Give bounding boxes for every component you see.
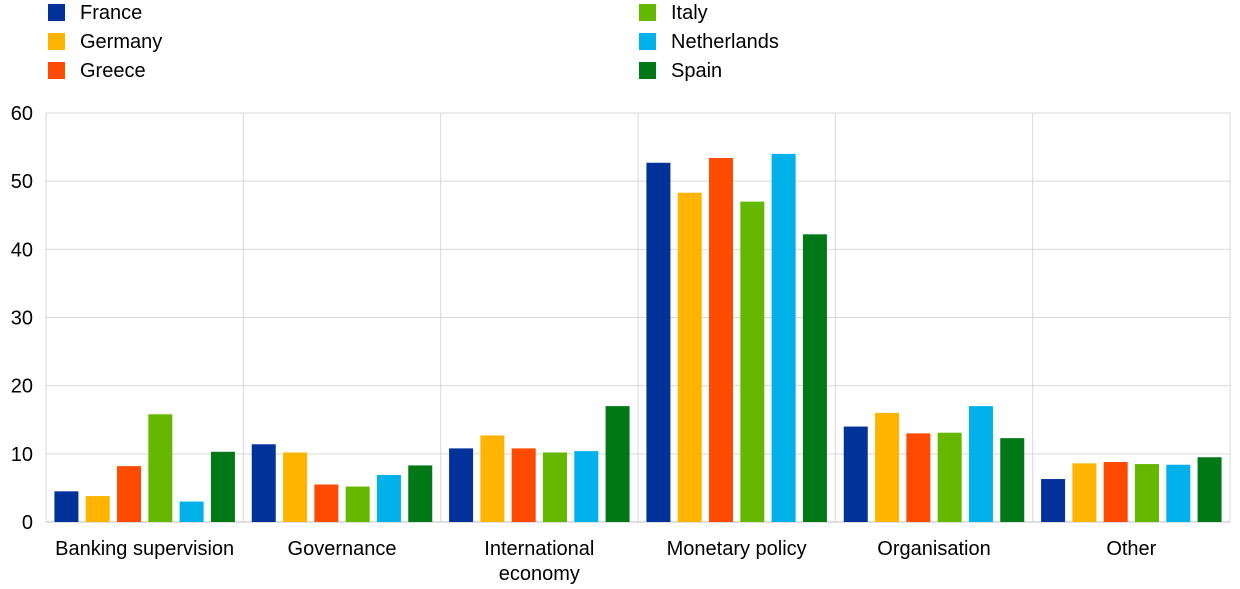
legend-swatch: [639, 62, 656, 79]
bar-group-banking-supervision: [54, 414, 235, 522]
legend-item-france: France: [48, 2, 142, 24]
legend-item-netherlands: Netherlands: [639, 31, 779, 53]
x-axis: Banking supervision Governance Internation…: [55, 538, 1157, 585]
legend: France Germany Greece Italy Netherlands Spain: [48, 2, 779, 82]
y-axis: 0 10 20 30 40 50 60: [11, 103, 33, 534]
y-tick-label: 0: [22, 512, 33, 534]
bar-greece-governance: [314, 484, 339, 522]
y-tick-label: 30: [11, 308, 33, 330]
bar-spain-monetary-policy: [802, 234, 827, 522]
bar-germany-organisation: [875, 412, 900, 522]
x-tick-label: Other: [1106, 538, 1156, 560]
bar-netherlands-international-economy: [574, 451, 599, 522]
bar-france-international-economy: [449, 448, 474, 522]
x-tick-label-governance: Governance: [288, 538, 397, 560]
legend-swatch: [639, 33, 656, 50]
x-tick-label-monetary-policy: Monetary policy: [667, 538, 807, 560]
bar-greece-banking-supervision: [117, 466, 142, 522]
bar-france-banking-supervision: [54, 491, 79, 522]
bar-spain-banking-supervision: [210, 451, 235, 522]
bar-germany-international-economy: [480, 435, 505, 522]
legend-label: Germany: [80, 31, 162, 53]
legend-item-spain: Spain: [639, 60, 722, 82]
bar-germany-banking-supervision: [85, 496, 110, 522]
bar-group-monetary-policy: [646, 153, 827, 523]
bar-germany-other: [1072, 463, 1097, 522]
bar-group-organisation: [843, 406, 1025, 522]
legend-label: Spain: [671, 60, 722, 82]
bar-germany-monetary-policy: [677, 192, 702, 522]
bar-greece-monetary-policy: [709, 157, 734, 523]
bar-italy-international-economy: [542, 452, 567, 522]
bar-netherlands-banking-supervision: [179, 501, 204, 522]
y-tick-label: 50: [11, 171, 33, 193]
bar-italy-organisation: [937, 432, 962, 522]
bar-italy-other: [1134, 464, 1159, 522]
bar-netherlands-organisation: [968, 406, 993, 522]
legend-item-germany: Germany: [48, 31, 162, 53]
bar-greece-organisation: [906, 433, 931, 522]
bar-italy-banking-supervision: [148, 414, 173, 522]
legend-swatch: [639, 4, 656, 21]
bar-spain-international-economy: [605, 406, 630, 522]
legend-item-italy: Italy: [639, 2, 708, 24]
bar-netherlands-other: [1166, 464, 1191, 522]
legend-swatch: [48, 4, 65, 21]
bar-group-governance: [251, 444, 433, 522]
bar-france-governance: [251, 444, 276, 522]
x-tick-label-banking-supervision: Banking supervision: [55, 538, 234, 560]
x-tick-label: Banking supervision: [55, 538, 234, 560]
bars: [54, 153, 1222, 523]
bar-italy-monetary-policy: [740, 201, 765, 522]
bar-spain-other: [1197, 457, 1222, 522]
x-tick-label-organisation: Organisation: [877, 538, 990, 560]
bar-greece-international-economy: [511, 448, 536, 522]
bar-group-other: [1041, 457, 1222, 522]
y-tick-label: 40: [11, 239, 33, 261]
x-tick-label: Governance: [288, 538, 397, 560]
x-tick-label-international-economy: International economy: [484, 538, 594, 585]
bar-france-organisation: [843, 426, 868, 522]
legend-swatch: [48, 62, 65, 79]
x-tick-label-other: Other: [1106, 538, 1156, 560]
legend-label: Italy: [671, 2, 708, 24]
x-tick-label: Organisation: [877, 538, 990, 560]
y-tick-label: 20: [11, 376, 33, 398]
gridlines: [45, 112, 1231, 523]
bar-italy-governance: [345, 486, 370, 522]
x-tick-label: International: [484, 538, 594, 560]
y-tick-label: 10: [11, 444, 33, 466]
legend-item-greece: Greece: [48, 60, 146, 82]
bar-netherlands-monetary-policy: [771, 153, 796, 522]
legend-label: Netherlands: [671, 31, 779, 53]
bar-greece-other: [1103, 462, 1128, 522]
x-tick-label: economy: [499, 563, 580, 585]
legend-label: Greece: [80, 60, 146, 82]
bar-netherlands-governance: [376, 474, 401, 522]
bar-spain-governance: [408, 465, 433, 522]
x-tick-label: Monetary policy: [667, 538, 807, 560]
bar-spain-organisation: [1000, 438, 1025, 522]
y-tick-label: 60: [11, 103, 33, 125]
bar-france-monetary-policy: [646, 162, 671, 523]
bar-france-other: [1041, 479, 1066, 522]
legend-label: France: [80, 2, 142, 24]
bar-group-international-economy: [449, 406, 630, 522]
legend-swatch: [48, 33, 65, 50]
bar-germany-governance: [283, 452, 308, 522]
